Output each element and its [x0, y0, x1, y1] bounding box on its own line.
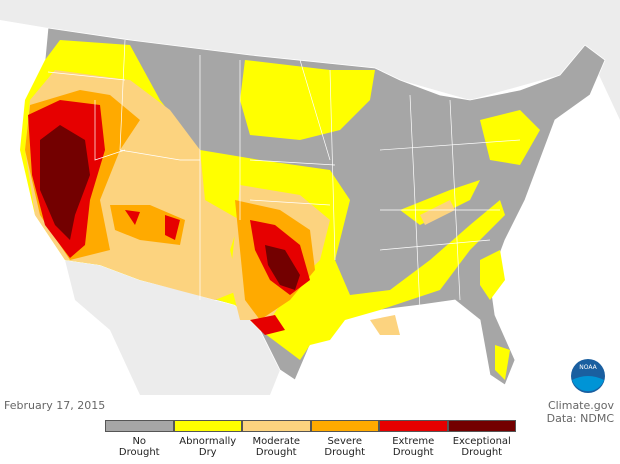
drought-map: NOAA	[0, 0, 620, 395]
source: Data: NDMC	[546, 412, 614, 425]
legend: No Drought Abnormally Dry Moderate Drought…	[105, 420, 516, 464]
state-lines	[47, 39, 521, 311]
credits: Climate.gov Data: NDMC	[547, 399, 614, 425]
legend-item: Moderate Drought	[242, 420, 311, 464]
legend-label: Exceptional Drought	[452, 436, 511, 458]
noaa-logo: NOAA	[571, 359, 605, 393]
exceptional-drought	[40, 125, 300, 290]
legend-label: Moderate Drought	[252, 436, 301, 458]
legend-swatch	[310, 420, 379, 432]
legend-item: Severe Drought	[310, 420, 379, 464]
legend-item: No Drought	[105, 420, 174, 464]
legend-swatch	[173, 420, 242, 432]
legend-swatch	[242, 420, 311, 432]
legend-item: Exceptional Drought	[447, 420, 516, 464]
legend-swatch	[379, 420, 448, 432]
legend-label: Extreme Drought	[392, 436, 435, 458]
date: February 17, 2015	[4, 399, 106, 412]
legend-swatch	[105, 420, 174, 432]
canada	[0, 0, 620, 120]
legend-swatch	[447, 420, 516, 432]
mexico	[65, 260, 280, 395]
legend-label: Abnormally Dry	[179, 436, 237, 458]
legend-item: Extreme Drought	[379, 420, 448, 464]
legend-item: Abnormally Dry	[173, 420, 242, 464]
logo-text: NOAA	[579, 364, 597, 371]
legend-label: Severe Drought	[324, 436, 366, 458]
legend-label: No Drought	[118, 436, 160, 458]
credit: Climate.gov	[547, 399, 614, 412]
